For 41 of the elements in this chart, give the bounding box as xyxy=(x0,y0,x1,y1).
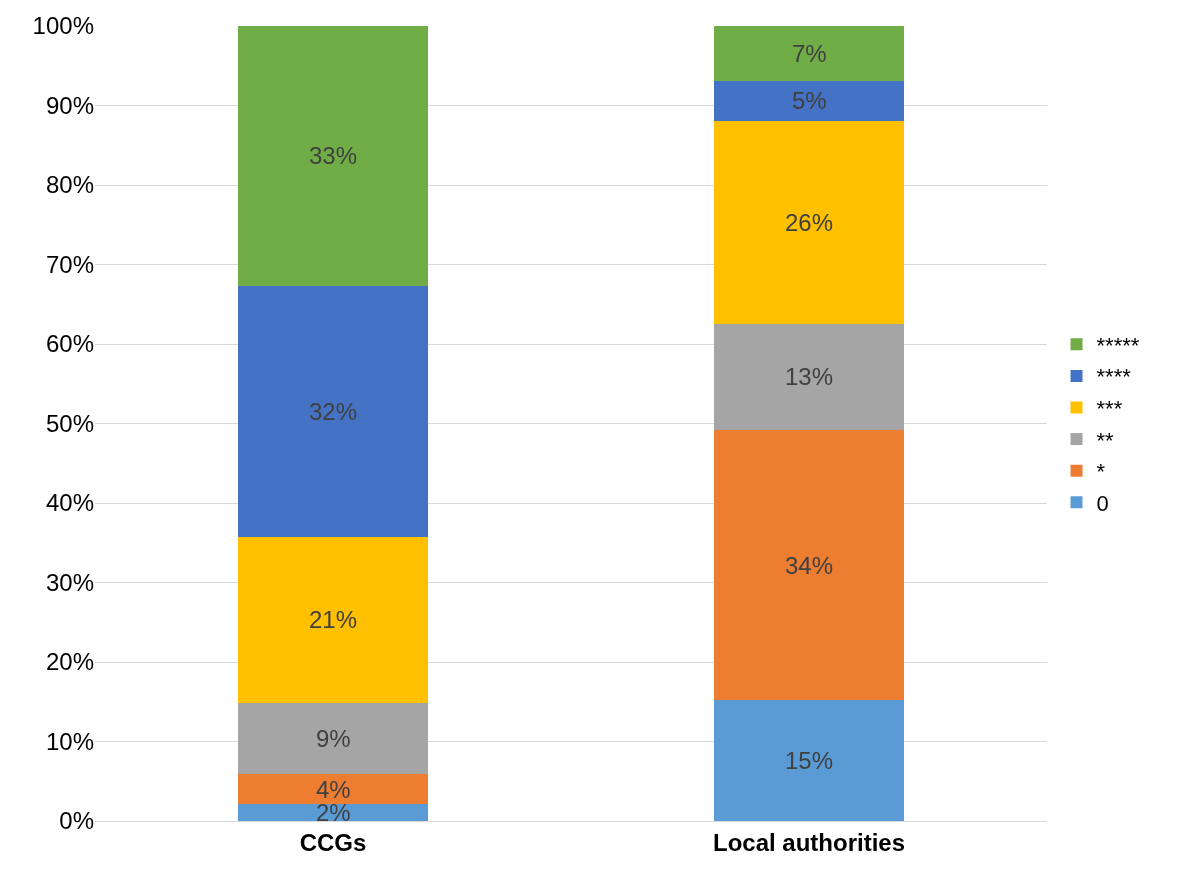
bar xyxy=(713,26,905,81)
bar xyxy=(713,120,905,325)
bar xyxy=(237,774,429,805)
data-label: 34% xyxy=(785,552,834,579)
data-label: 7% xyxy=(792,40,827,67)
data-label: 9% xyxy=(316,725,351,752)
data-label: 5% xyxy=(792,87,827,114)
y-tick-label: 20% xyxy=(45,648,94,676)
legend-label: * xyxy=(1096,459,1106,485)
legend-label: ***** xyxy=(1096,332,1140,358)
y-tick-label: 50% xyxy=(45,409,94,437)
data-label: 26% xyxy=(785,209,834,236)
y-tick-label: 60% xyxy=(45,330,94,358)
data-label: 33% xyxy=(309,142,358,169)
bar xyxy=(713,700,905,821)
y-tick-label: 30% xyxy=(45,568,94,596)
legend-label: *** xyxy=(1096,396,1123,422)
data-label: 15% xyxy=(785,747,834,774)
legend-label: **** xyxy=(1096,364,1132,390)
bar xyxy=(237,537,429,703)
y-tick-label: 10% xyxy=(45,727,94,755)
y-tick-label: 70% xyxy=(45,250,94,278)
bar xyxy=(713,80,905,121)
legend-label: ** xyxy=(1096,427,1115,453)
y-tick-label: 80% xyxy=(45,171,94,199)
x-tick-label: Local authorities xyxy=(712,828,906,856)
data-label: 13% xyxy=(785,363,834,390)
data-label: 21% xyxy=(309,606,358,633)
y-tick-label: 40% xyxy=(45,489,94,517)
data-label: 32% xyxy=(309,398,358,425)
bar xyxy=(713,429,905,701)
bar xyxy=(237,702,429,775)
bar xyxy=(713,324,905,430)
y-tick-label: 90% xyxy=(45,91,94,119)
legend-label: 0 xyxy=(1096,490,1109,516)
y-tick-label: 100% xyxy=(32,12,94,40)
bar xyxy=(237,285,429,538)
x-tick-label: CCGs xyxy=(299,828,367,856)
bar xyxy=(237,804,429,821)
y-tick-label: 0% xyxy=(59,807,94,835)
bar xyxy=(237,26,429,286)
